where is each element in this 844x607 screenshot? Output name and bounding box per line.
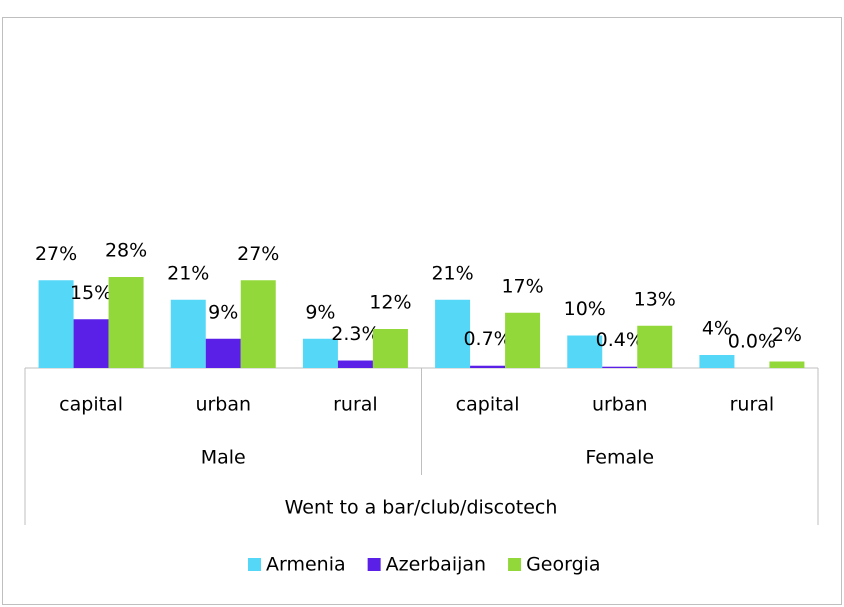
legend-swatch (248, 558, 261, 571)
value-label: 21% (167, 262, 209, 284)
value-label: 9% (208, 301, 238, 323)
bar (205, 338, 241, 368)
x-tick-label: rural (730, 394, 775, 416)
value-label: 13% (634, 288, 676, 310)
bar (505, 312, 541, 368)
legend-label: Azerbaijan (386, 554, 486, 576)
bar (769, 361, 805, 368)
bar (372, 329, 408, 368)
bar (240, 280, 276, 368)
value-label: 27% (237, 243, 279, 265)
bar (73, 319, 109, 368)
bar (567, 335, 603, 368)
value-label: 0.7% (463, 328, 511, 350)
bar (435, 299, 471, 368)
value-label: 4% (702, 318, 732, 340)
value-label: 17% (501, 275, 543, 297)
x-tick-label: rural (333, 394, 378, 416)
value-label: 15% (70, 282, 112, 304)
legend-label: Armenia (266, 554, 346, 576)
legend-label: Georgia (526, 554, 601, 576)
value-label: 21% (431, 262, 473, 284)
x-tick-label: capital (59, 394, 123, 416)
bar (470, 365, 506, 368)
value-label: 2% (772, 324, 802, 346)
bar (602, 366, 638, 368)
bar (170, 299, 206, 368)
bar (699, 355, 735, 368)
value-label: 0.0% (728, 331, 776, 353)
group-label: Male (201, 447, 246, 469)
bar (302, 338, 338, 368)
value-label: 2.3% (331, 323, 379, 345)
legend-swatch (367, 558, 381, 571)
group-label: Female (585, 447, 654, 469)
bar (108, 277, 144, 368)
value-label: 10% (564, 298, 606, 320)
x-tick-label: urban (592, 394, 648, 416)
chart-title: Went to a bar/club/discotech (285, 497, 558, 519)
value-label: 28% (105, 240, 147, 262)
value-label: 0.4% (596, 329, 644, 351)
value-label: 9% (305, 301, 335, 323)
bar (337, 360, 373, 368)
value-label: 12% (369, 292, 411, 314)
bar (637, 325, 673, 368)
bar (38, 280, 74, 368)
x-tick-label: capital (456, 394, 520, 416)
legend-swatch (508, 558, 522, 571)
x-tick-label: urban (195, 394, 251, 416)
value-label: 27% (35, 243, 77, 265)
